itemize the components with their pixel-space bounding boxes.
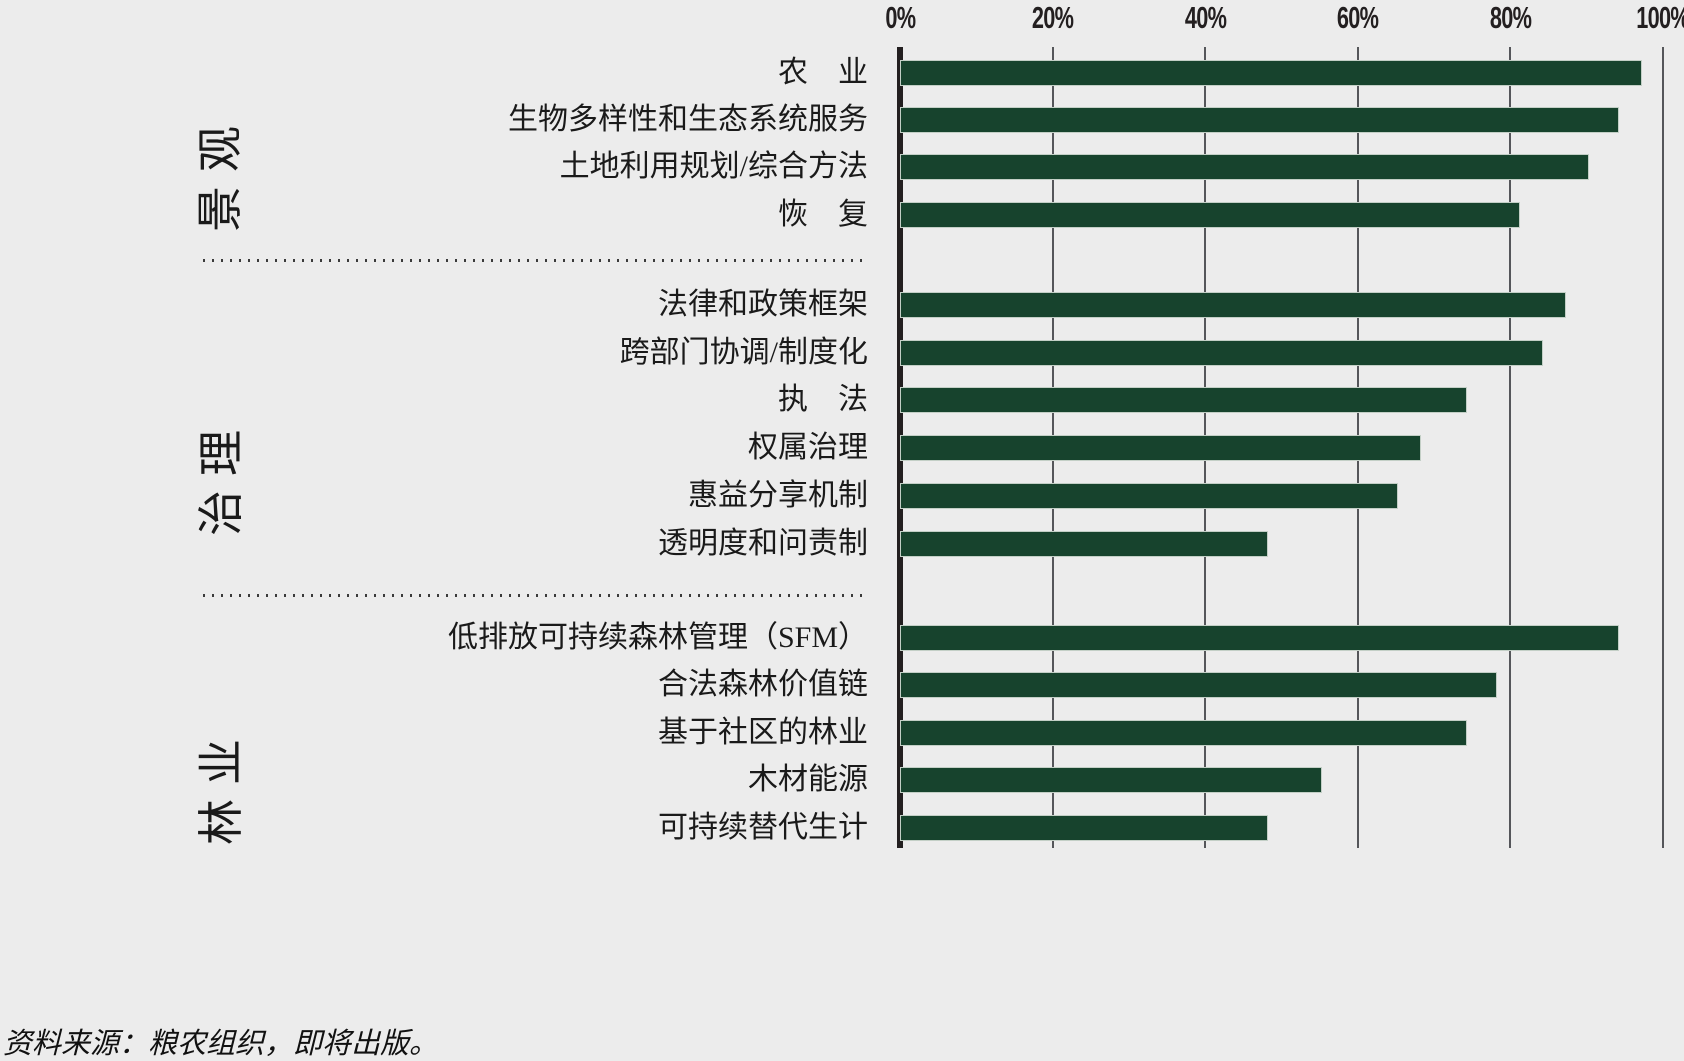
x-tick-text: 80% (1489, 0, 1532, 35)
bar (901, 388, 1466, 413)
x-tick-text: 60% (1337, 0, 1379, 35)
category-label: 基于社区的林业 (658, 715, 868, 749)
x-tick-text: 100% (1636, 0, 1684, 35)
bar (901, 768, 1321, 793)
category-label: 木材能源 (748, 763, 868, 797)
separator-line (203, 594, 866, 597)
x-tick-text: 0% (885, 0, 916, 35)
category-label: 透明度和问责制 (658, 526, 868, 560)
gridline (1662, 47, 1664, 848)
separator-line (203, 259, 866, 262)
bar (901, 155, 1588, 180)
category-label: 恢 复 (778, 197, 868, 231)
category-label: 低排放可持续森林管理（SFM） (447, 620, 868, 654)
category-label: 生物多样性和生态系统服务 (508, 103, 868, 137)
category-label: 执 法 (778, 383, 868, 417)
x-tick-text: 20% (1031, 0, 1074, 35)
category-label: 法律和政策框架 (658, 288, 868, 321)
bar (901, 625, 1619, 650)
bar (901, 673, 1497, 698)
x-tick-label: 60% (1288, 0, 1428, 36)
x-tick-label: 80% (1440, 0, 1580, 36)
bar (901, 531, 1268, 556)
category-label: 合法森林价值链 (658, 668, 868, 702)
category-label: 跨部门协调/制度化 (619, 335, 868, 369)
source-note: 资料来源：粮农组织，即将出版。 (3, 1028, 439, 1060)
bar (901, 202, 1520, 227)
y-axis-line (897, 47, 903, 848)
x-tick-label: 100% (1593, 0, 1684, 36)
x-tick-text: 40% (1184, 0, 1227, 35)
x-tick-label: 0% (830, 0, 970, 36)
category-label: 可持续替代生计 (658, 810, 868, 844)
bar (901, 108, 1619, 133)
bar (901, 436, 1420, 461)
x-tick-label: 20% (983, 0, 1123, 36)
category-label: 农 业 (778, 56, 868, 89)
bar (901, 293, 1565, 317)
bar (901, 61, 1642, 85)
bar (901, 815, 1268, 840)
bar (901, 340, 1542, 365)
category-label: 惠益分享机制 (688, 478, 868, 512)
category-label: 土地利用规划/综合方法 (559, 150, 868, 184)
gridline (1509, 47, 1512, 848)
category-label: 权属治理 (748, 431, 868, 465)
bar (901, 483, 1397, 508)
x-tick-label: 40% (1135, 0, 1275, 36)
bar (901, 720, 1466, 745)
